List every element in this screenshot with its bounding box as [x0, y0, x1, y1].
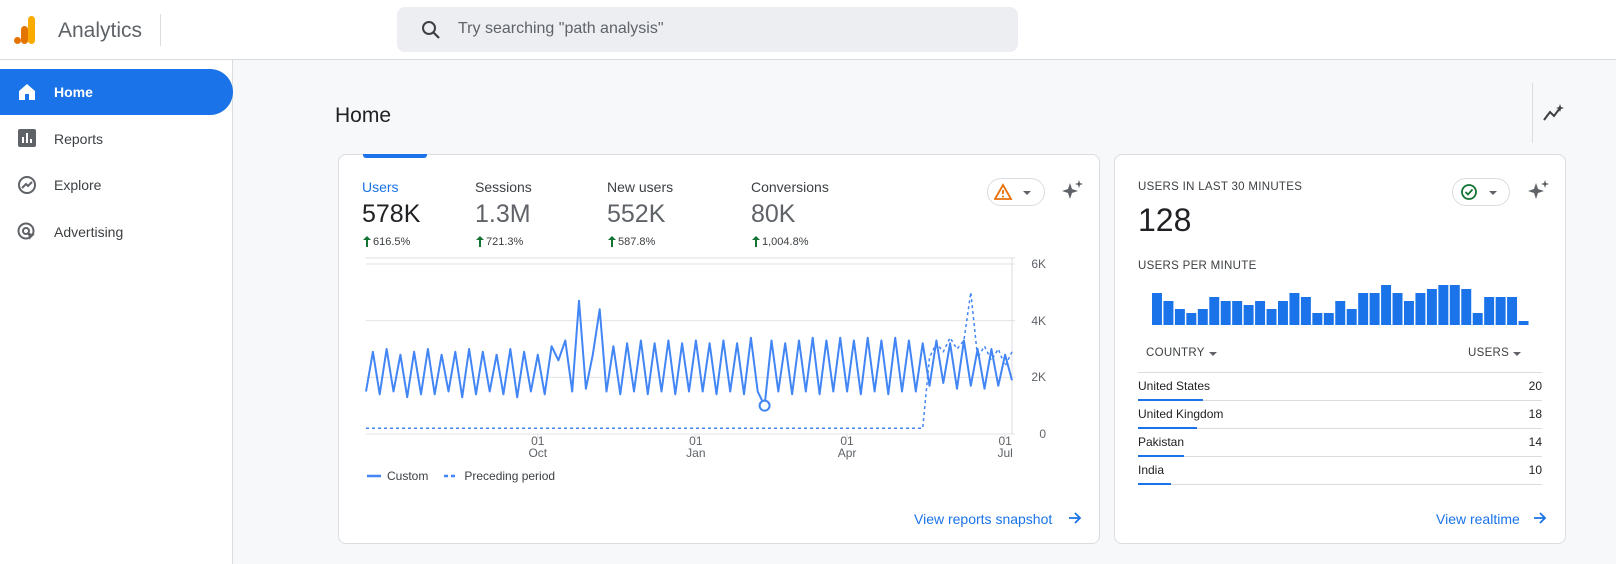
warning-button[interactable] [987, 178, 1045, 206]
up-arrow [476, 236, 484, 247]
reports-icon [18, 129, 36, 147]
home-icon [19, 84, 35, 100]
active-tab-indicator [363, 154, 427, 158]
app-name[interactable]: Analytics [58, 19, 143, 42]
legend-swatch [444, 474, 459, 478]
table-rule [1138, 484, 1542, 485]
country-name[interactable]: Pakistan [1138, 435, 1185, 449]
table-rule [1138, 456, 1542, 457]
search-icon [422, 21, 440, 39]
country-users: 14 [1528, 435, 1542, 449]
explore-icon [18, 176, 36, 194]
y-tick-label: 4K [1031, 313, 1046, 328]
warning-icon [994, 183, 1031, 200]
sparkle-icon[interactable] [1061, 179, 1085, 203]
country-users: 10 [1528, 463, 1542, 477]
metric-value: 578K [362, 200, 421, 228]
arrow-icon[interactable] [1068, 511, 1082, 525]
table-rule [1138, 372, 1542, 373]
legend-swatch [367, 474, 381, 478]
x-tick-label: 01 Oct [528, 434, 548, 460]
metric-name[interactable]: Conversions [751, 179, 829, 195]
nav-item[interactable]: Explore [54, 177, 102, 193]
advertising-icon [17, 222, 35, 240]
metric-change: 1,004.8% [762, 236, 809, 248]
users-bar [1138, 399, 1203, 401]
legend: Custom Preceding period [367, 469, 555, 483]
up-arrow [363, 236, 371, 247]
users-bar [1138, 455, 1184, 457]
x-tick-label: 01 Jan [686, 434, 706, 460]
up-arrow [608, 236, 616, 247]
table-rule [1138, 428, 1542, 429]
country-users: 20 [1528, 379, 1542, 393]
chart-title: USERS PER MINUTE [1138, 260, 1257, 272]
sort-caret [1513, 352, 1521, 356]
country-name[interactable]: United Kingdom [1138, 407, 1224, 421]
sidebar [0, 60, 233, 564]
insights-icon[interactable] [1543, 103, 1565, 123]
nav-item[interactable]: Home [54, 84, 93, 100]
country-name[interactable]: United States [1138, 379, 1211, 393]
y-tick-label: 2K [1031, 370, 1046, 385]
users-bar [1138, 427, 1197, 429]
legend-item: Preceding period [444, 469, 555, 483]
nav-item[interactable]: Advertising [54, 224, 124, 240]
metric-change: 721.3% [486, 236, 524, 248]
search-placeholder: Try searching "path analysis" [458, 20, 664, 37]
check-icon [1461, 184, 1497, 200]
card-link[interactable]: View reports snapshot [914, 511, 1053, 527]
metric-value: 80K [751, 200, 796, 228]
metric-value: 1.3M [475, 200, 531, 228]
legend-item: Custom [367, 469, 428, 483]
arrow-icon[interactable] [1533, 511, 1547, 525]
metric-change: 616.5% [373, 236, 411, 248]
x-tick-label: 01 Apr [837, 434, 857, 460]
sparkle-icon[interactable] [1527, 179, 1551, 203]
up-arrow [752, 236, 760, 247]
metric-change: 587.8% [618, 236, 656, 248]
country-users: 18 [1528, 407, 1542, 421]
search-box[interactable] [397, 7, 1018, 52]
sort-caret [1209, 352, 1217, 356]
legend-label: Custom [387, 469, 429, 483]
x-tick-label: 01 Jul [997, 434, 1013, 460]
realtime-card [1114, 154, 1566, 544]
country-name[interactable]: India [1138, 463, 1165, 477]
logo[interactable] [14, 14, 42, 46]
divider [160, 14, 161, 46]
metric-name[interactable]: Sessions [475, 179, 532, 195]
metric-name[interactable]: New users [607, 179, 674, 195]
page-title: Home [335, 104, 392, 127]
users-bar [1138, 483, 1171, 485]
divider [1532, 83, 1533, 143]
nav-active-pill[interactable] [0, 69, 233, 115]
table-rule [1138, 400, 1542, 401]
table-header[interactable]: USERS [1468, 347, 1510, 359]
realtime-value: 128 [1138, 202, 1192, 238]
metric-name[interactable]: Users [362, 179, 399, 195]
card-link[interactable]: View realtime [1436, 511, 1520, 527]
y-tick-label: 0 [1039, 427, 1046, 441]
table-header[interactable]: COUNTRY [1146, 347, 1205, 359]
y-tick-label: 6K [1031, 257, 1046, 271]
legend-label: Preceding period [464, 469, 556, 483]
overview-card [338, 154, 1100, 544]
nav-item[interactable]: Reports [54, 131, 104, 147]
metric-value: 552K [607, 200, 666, 228]
realtime-heading: USERS IN LAST 30 MINUTES [1138, 181, 1303, 193]
